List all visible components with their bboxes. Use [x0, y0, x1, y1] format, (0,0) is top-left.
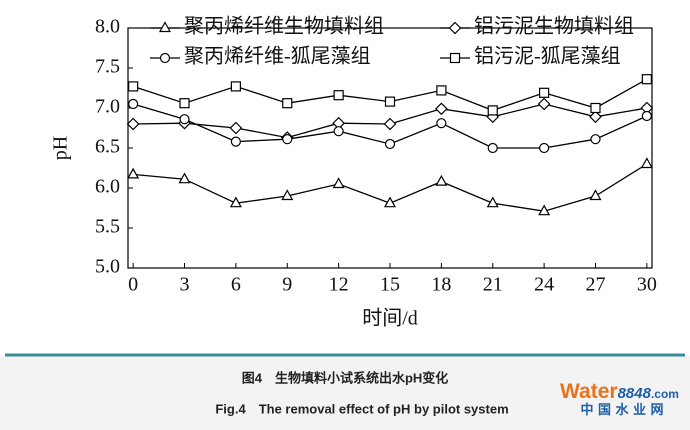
- y-tick-label: 8.0: [95, 16, 120, 38]
- marker: [590, 134, 601, 145]
- caption-cn: 图4 生物填料小试系统出水pH变化: [242, 370, 449, 385]
- legend-marker: [159, 52, 171, 64]
- marker: [589, 189, 602, 201]
- y-tick-label: 7.5: [95, 56, 120, 78]
- y-tick-label: 5.0: [95, 256, 120, 278]
- caption-en: Fig.4 The removal effect of pH by pilot …: [215, 401, 508, 416]
- x-tick-label: 24: [534, 274, 554, 296]
- marker: [641, 110, 652, 122]
- x-tick-label: 30: [637, 274, 657, 296]
- caption-background: [0, 356, 690, 430]
- x-tick-label: 27: [585, 274, 605, 296]
- marker: [538, 204, 551, 216]
- y-tick-label: 6.0: [95, 176, 120, 198]
- marker: [486, 196, 499, 208]
- marker: [229, 121, 243, 135]
- logo-number: 8848: [618, 385, 652, 402]
- marker: [128, 98, 139, 110]
- marker: [127, 167, 140, 179]
- marker: [384, 96, 396, 107]
- marker: [332, 177, 345, 189]
- legend-marker: [448, 21, 462, 35]
- marker: [282, 134, 293, 145]
- x-tick-label: 21: [483, 274, 503, 296]
- y-tick-label: 5.5: [95, 216, 120, 238]
- marker: [281, 189, 294, 201]
- x-tick-label: 18: [431, 274, 451, 296]
- marker: [436, 85, 447, 96]
- marker: [589, 110, 602, 124]
- logo-brand: Water: [560, 380, 618, 403]
- marker: [487, 142, 498, 154]
- marker: [436, 118, 447, 129]
- marker: [435, 174, 448, 186]
- legend-label: 聚丙烯纤维生物填料组: [184, 15, 384, 38]
- legend-label: 聚丙烯纤维-狐尾藻组: [184, 45, 371, 68]
- marker: [230, 136, 241, 147]
- logo-subtitle: 中 国 水 业 网: [580, 402, 663, 418]
- marker: [590, 102, 601, 114]
- x-tick-label: 12: [329, 274, 349, 296]
- legend-label: 铝污泥-狐尾藻组: [474, 45, 621, 68]
- chart: 时间/d pH 5.0 5.5 6.0 6.5 7.0 7.5 8.0 0 3 6 9 12 15 18 2…: [50, 15, 657, 330]
- legend-marker: [158, 21, 172, 33]
- marker: [384, 138, 396, 150]
- y-tick-label: 6.5: [95, 136, 120, 158]
- legend-label: 铝污泥生物填料组: [474, 15, 634, 38]
- marker: [641, 74, 652, 85]
- marker: [230, 81, 241, 92]
- marker: [537, 97, 551, 111]
- marker: [126, 117, 140, 131]
- x-tick-label: 0: [128, 274, 138, 296]
- marker: [640, 157, 653, 169]
- marker: [178, 172, 191, 184]
- marker: [435, 102, 448, 116]
- marker: [229, 196, 242, 208]
- marker: [179, 114, 190, 125]
- marker: [333, 90, 344, 101]
- marker: [539, 142, 550, 154]
- marker: [128, 81, 139, 92]
- y-axis-label: pH: [50, 136, 72, 160]
- x-tick-label: 3: [180, 274, 190, 296]
- logo-domain: .com: [651, 387, 679, 401]
- marker: [539, 87, 550, 98]
- marker: [383, 117, 397, 131]
- marker: [487, 105, 498, 116]
- marker: [179, 98, 190, 109]
- x-axis-label: 时间/d: [362, 307, 418, 330]
- x-tick-label: 15: [380, 274, 400, 296]
- x-tick-label: 9: [282, 274, 292, 296]
- marker: [383, 196, 397, 208]
- y-tick-label: 7.0: [95, 96, 120, 118]
- logo: Water8848.com: [560, 380, 679, 403]
- x-tick-label: 6: [231, 274, 241, 296]
- legend-marker: [449, 52, 461, 64]
- marker: [282, 98, 293, 109]
- marker: [333, 126, 344, 137]
